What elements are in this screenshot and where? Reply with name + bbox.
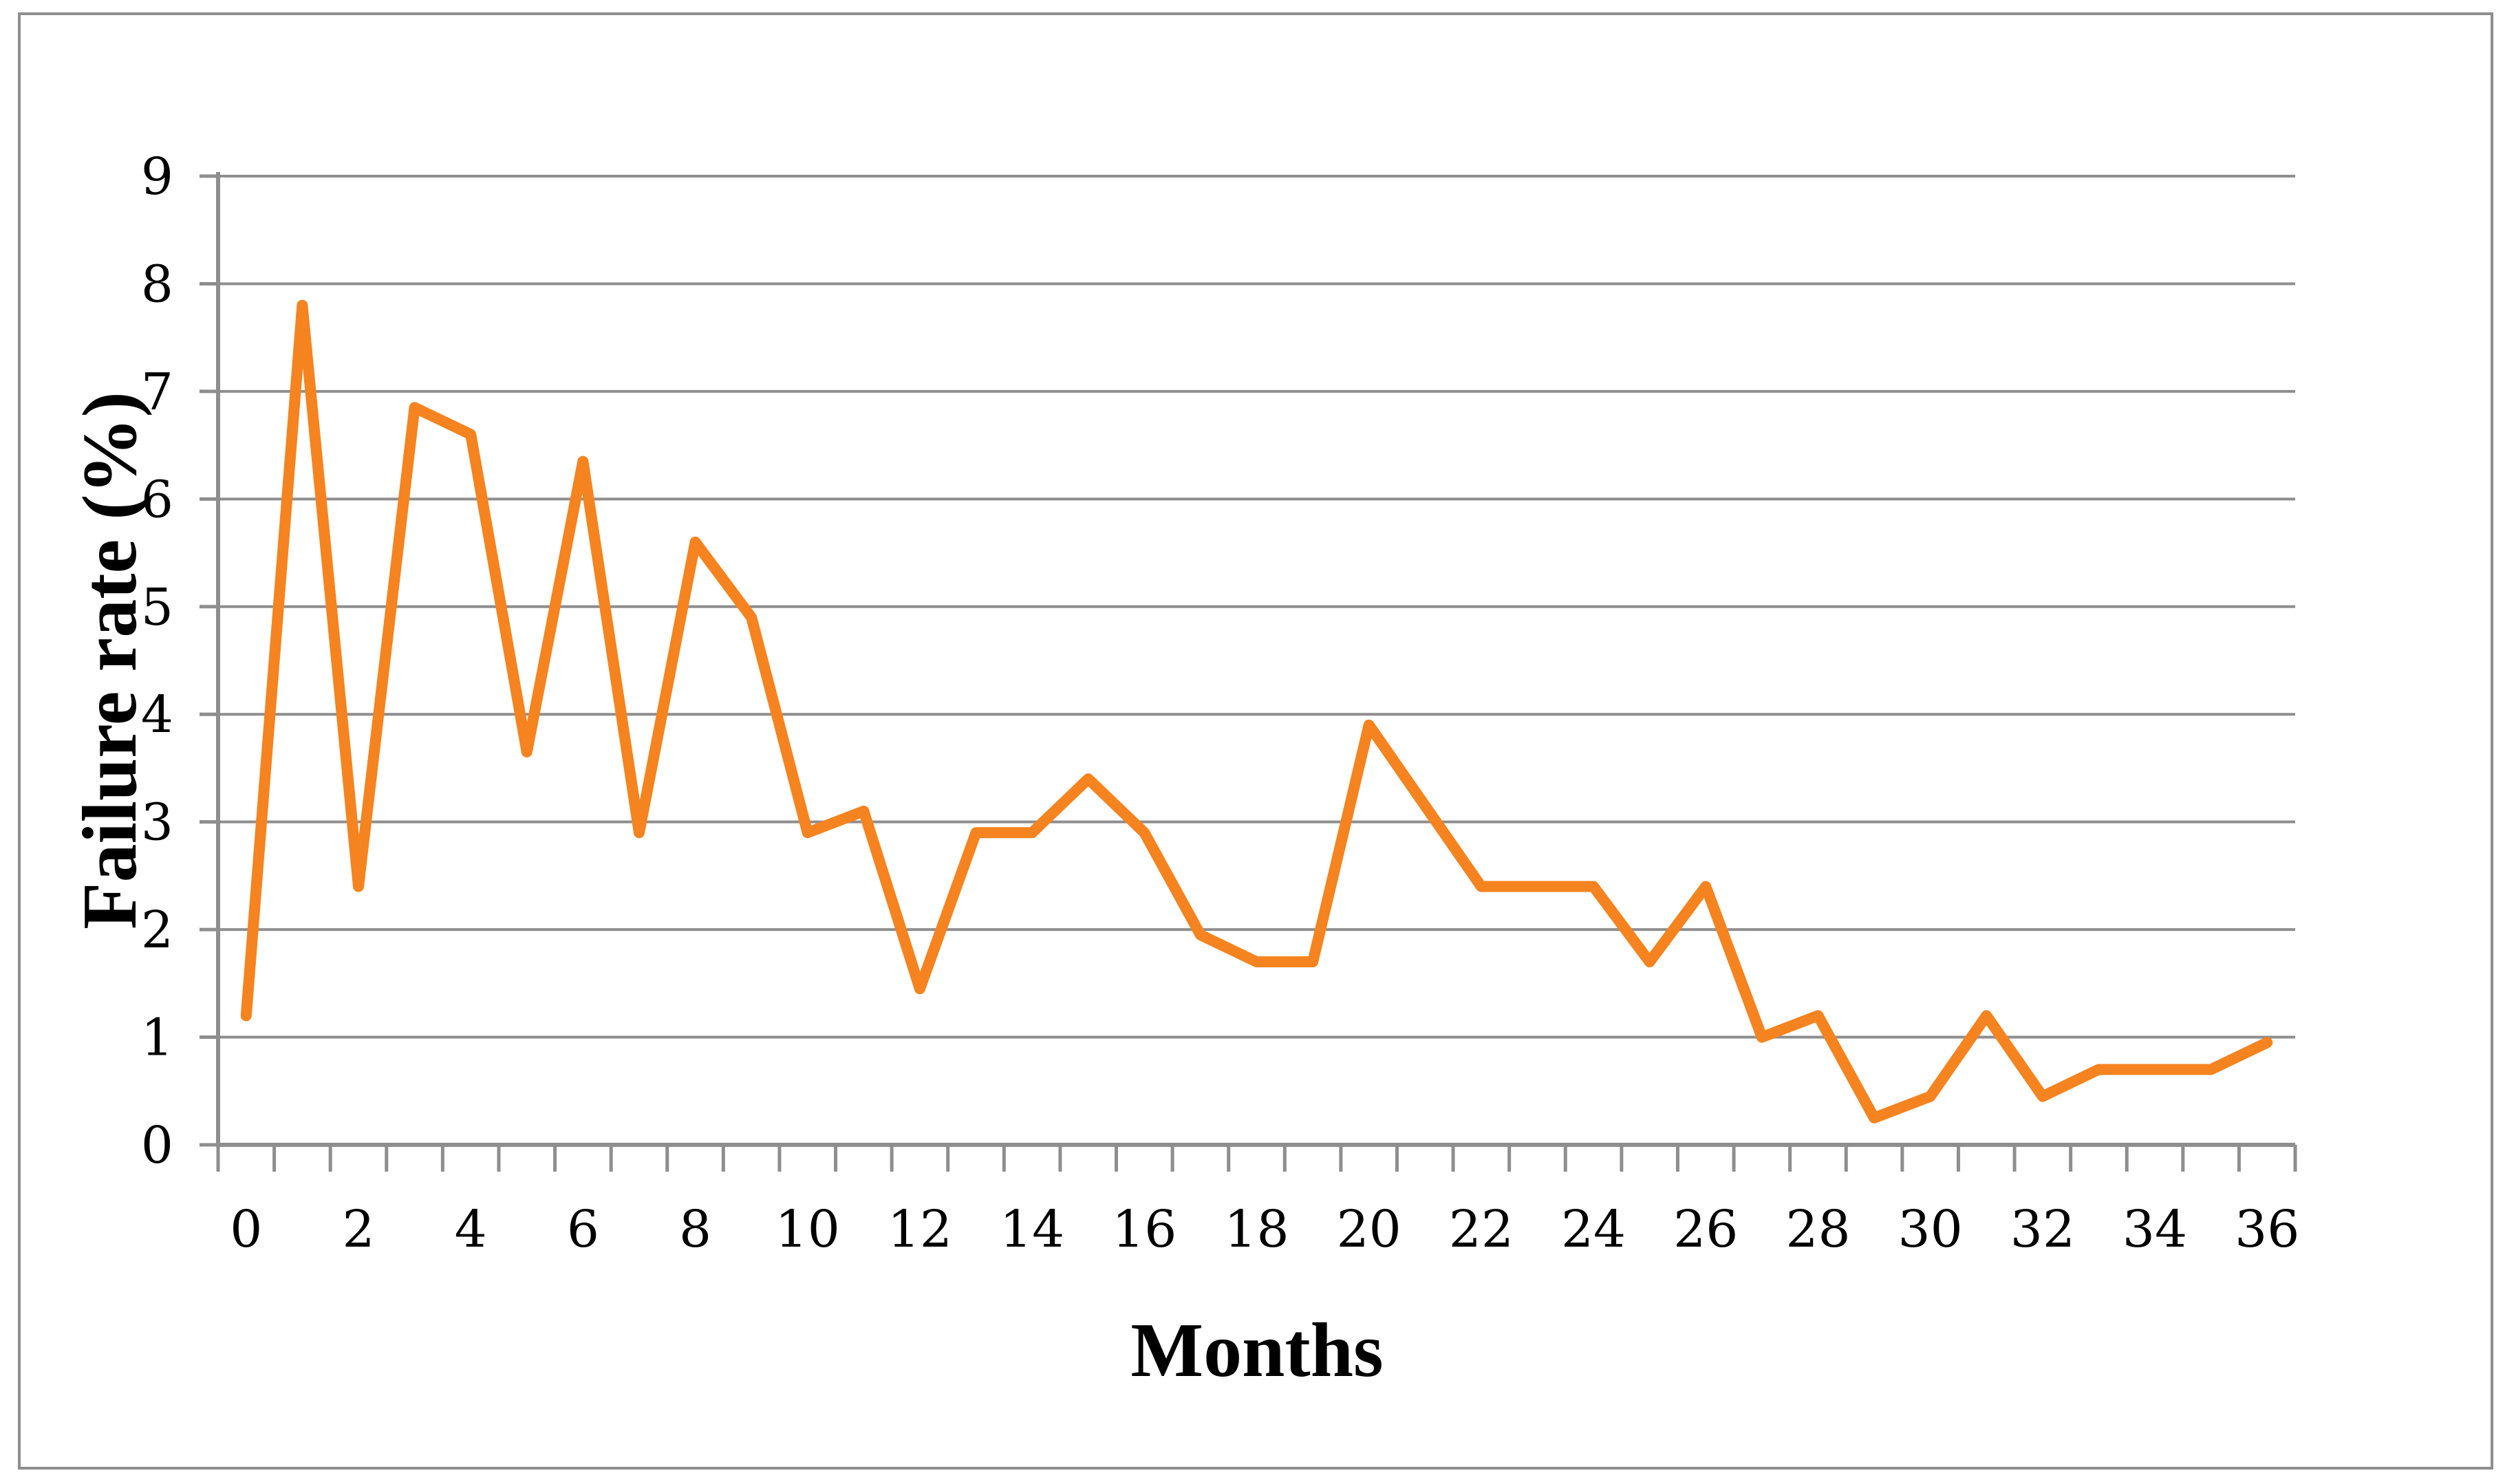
x-tick-label: 30 [1898,1200,1963,1259]
y-tick-label: 3 [141,793,173,852]
x-tick-label: 20 [1337,1200,1401,1259]
y-tick-label: 7 [141,363,173,422]
x-tick-label: 14 [1000,1200,1064,1259]
x-tick-label: 0 [230,1200,262,1259]
x-tick-label: 22 [1449,1200,1514,1259]
x-axis-title: Months [1130,1308,1384,1393]
x-tick-label: 18 [1224,1200,1289,1259]
x-tick-label: 4 [455,1200,487,1259]
x-tick-label: 26 [1673,1200,1738,1259]
x-tick-label: 28 [1785,1200,1850,1259]
x-tick-label: 2 [342,1200,374,1259]
y-axis-title: Failure rate (%) [67,391,153,929]
y-tick-label: 4 [141,685,173,744]
y-tick-label: 8 [141,255,173,314]
x-tick-label: 8 [679,1200,711,1259]
x-tick-label: 6 [567,1200,599,1259]
y-tick-label: 9 [141,147,173,206]
chart-border-frame [18,12,2493,1470]
y-tick-label: 2 [141,901,173,960]
x-tick-label: 32 [2010,1200,2075,1259]
x-tick-label: 34 [2123,1200,2187,1259]
x-tick-label: 36 [2235,1200,2299,1259]
x-tick-label: 10 [775,1200,840,1259]
failure-rate-line [240,299,2273,1123]
y-tick-label: 5 [141,578,173,637]
x-tick-label: 24 [1561,1200,1626,1259]
x-tick-label: 16 [1112,1200,1177,1259]
x-tick-label: 12 [888,1200,952,1259]
y-tick-label: 6 [141,470,173,529]
y-tick-label: 1 [141,1009,173,1068]
y-tick-label: 0 [141,1116,173,1175]
